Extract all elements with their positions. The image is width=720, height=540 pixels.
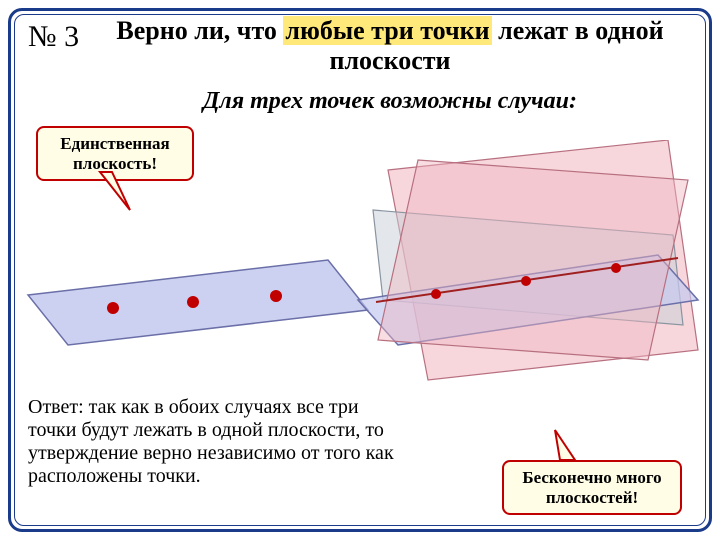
left-point-1 <box>107 302 119 314</box>
right-point-2 <box>521 276 531 286</box>
task-number: № 3 <box>28 20 79 54</box>
diagram-svg <box>18 140 702 400</box>
answer-text: Ответ: так как в обоих случаях все три т… <box>28 396 408 488</box>
callout-infinite-planes: Бесконечно много плоскостей! <box>502 460 682 515</box>
title: Верно ли, что любые три точки лежат в од… <box>100 16 680 76</box>
title-highlight: любые три точки <box>283 16 491 45</box>
callout2-line2: плоскостей! <box>546 488 638 507</box>
diagram <box>18 140 702 400</box>
right-point-3 <box>611 263 621 273</box>
right-pink-plane-2 <box>378 160 688 360</box>
callout2-line1: Бесконечно много <box>522 468 661 487</box>
right-point-1 <box>431 289 441 299</box>
left-point-3 <box>270 290 282 302</box>
title-part1: Верно ли, что <box>116 16 283 45</box>
subtitle: Для трех точек возможны случаи: <box>100 88 680 115</box>
left-point-2 <box>187 296 199 308</box>
